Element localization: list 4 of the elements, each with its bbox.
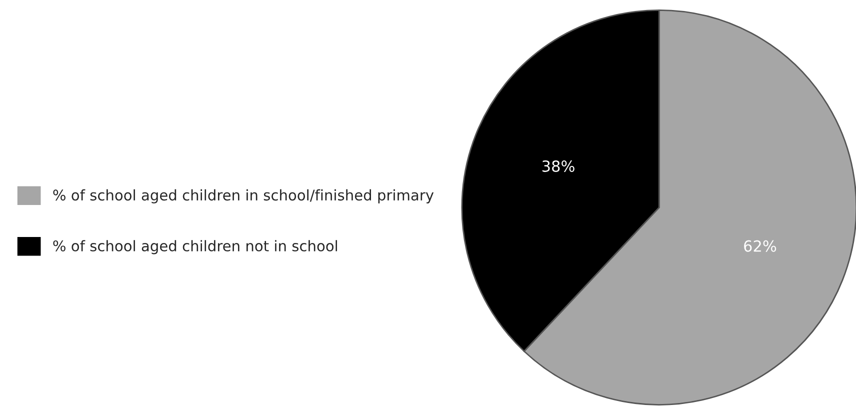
data-label: 62%: [744, 240, 776, 252]
legend-label: % of school aged children in school/finished primary: [53, 189, 434, 204]
legend-label: % of school aged children not in school: [53, 240, 338, 254]
data-label: 38%: [542, 160, 574, 172]
